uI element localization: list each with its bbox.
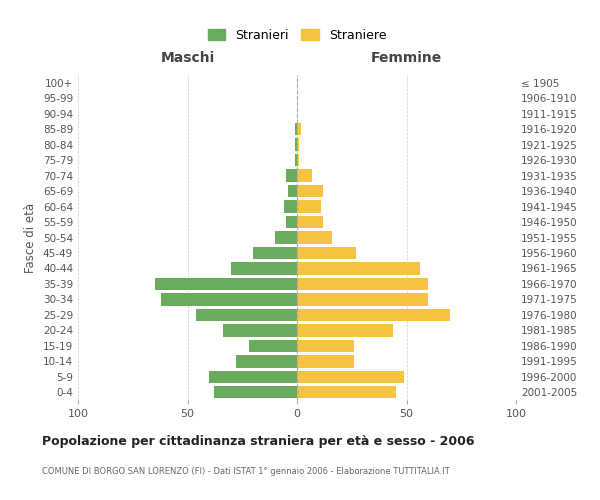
Bar [297, 216, 323, 228]
Bar [297, 262, 419, 274]
Bar [297, 200, 321, 212]
Bar [297, 370, 404, 383]
Y-axis label: Fasce di età: Fasce di età [25, 202, 37, 272]
Y-axis label: Anni di nascita: Anni di nascita [597, 194, 600, 281]
Bar [288, 185, 297, 198]
Bar [253, 247, 297, 259]
Bar [236, 355, 297, 368]
Bar [196, 308, 297, 321]
Bar [284, 200, 297, 212]
Bar [297, 170, 313, 182]
Bar [249, 340, 297, 352]
Bar [286, 216, 297, 228]
Bar [297, 386, 395, 398]
Bar [297, 123, 301, 136]
Bar [295, 154, 297, 166]
Bar [155, 278, 297, 290]
Bar [297, 154, 299, 166]
Bar [209, 370, 297, 383]
Bar [297, 308, 450, 321]
Bar [275, 232, 297, 243]
Bar [297, 232, 332, 243]
Text: Femmine: Femmine [371, 52, 442, 65]
Bar [297, 247, 356, 259]
Bar [297, 278, 428, 290]
Bar [297, 355, 354, 368]
Bar [297, 324, 394, 336]
Bar [297, 138, 299, 151]
Bar [232, 262, 297, 274]
Bar [223, 324, 297, 336]
Bar [295, 138, 297, 151]
Bar [295, 123, 297, 136]
Bar [161, 293, 297, 306]
Bar [214, 386, 297, 398]
Bar [297, 340, 354, 352]
Legend: Stranieri, Straniere: Stranieri, Straniere [202, 22, 392, 48]
Text: Popolazione per cittadinanza straniera per età e sesso - 2006: Popolazione per cittadinanza straniera p… [42, 435, 475, 448]
Bar [297, 185, 323, 198]
Bar [297, 293, 428, 306]
Text: COMUNE DI BORGO SAN LORENZO (FI) - Dati ISTAT 1° gennaio 2006 - Elaborazione TUT: COMUNE DI BORGO SAN LORENZO (FI) - Dati … [42, 468, 450, 476]
Bar [286, 170, 297, 182]
Text: Maschi: Maschi [160, 52, 215, 65]
